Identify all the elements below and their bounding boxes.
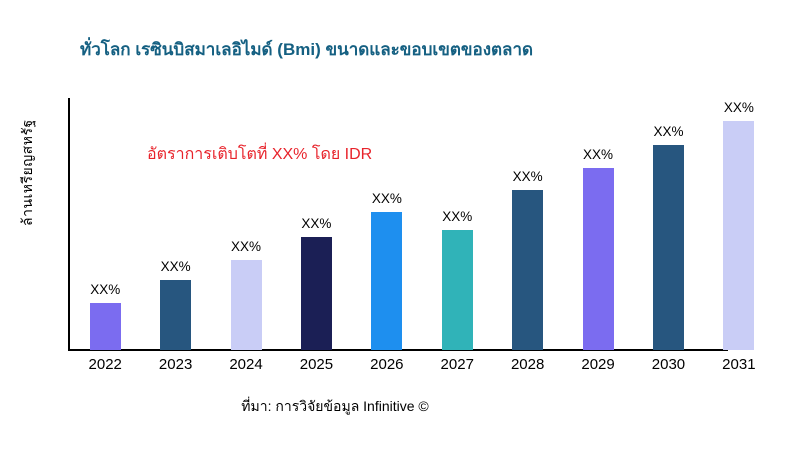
bar-group: XX% [563,100,633,350]
bar [160,280,192,350]
bar-value-label: XX% [442,209,473,224]
plot-area: อัตราการเติบโตที่ XX% โดย IDR XX% XX% XX% X… [68,98,774,351]
bar-group: XX% [422,100,492,350]
growth-rate-annotation: อัตราการเติบโตที่ XX% โดย IDR [147,146,373,163]
x-tick-label: 2028 [510,356,545,373]
bar [371,212,403,350]
bar [441,230,473,350]
bar [230,260,262,350]
bar-group: XX% [211,100,281,350]
bar-group: XX% [140,100,210,350]
bar-value-label: XX% [160,259,191,274]
x-tick-label: 2029 [581,356,615,373]
bar [652,145,684,350]
x-axis-ticks: 2022 2023 2024 2025 2026 2027 2028 2029 2030 2031 [70,356,774,373]
bar-chart: XX% XX% XX% XX% XX% XX% XX% XX% XX% XX% [70,100,774,350]
bar [723,121,755,350]
x-tick-label: 2030 [651,356,686,373]
x-tick-label: 2022 [88,356,122,373]
bar [89,303,121,350]
bar-value-label: XX% [653,124,684,139]
bar-group: XX% [633,100,703,350]
bar-value-label: XX% [583,147,614,162]
x-tick-label: 2024 [229,356,263,373]
bar-value-label: XX% [90,282,121,297]
bar-value-label: XX% [512,169,543,184]
bar-group: XX% [704,100,774,350]
x-tick-label: 2026 [370,356,404,373]
x-tick-label: 2025 [299,356,334,373]
x-axis-line [68,349,729,351]
bar-group: XX% [352,100,422,350]
chart-title: ทั่วโลก เรซินบิสมาเลอิไมด์ (Bmi) ขนาดและ… [80,40,534,59]
x-tick-label: 2031 [722,356,756,373]
bar [512,190,544,350]
y-axis-label: ล้านเหรียญสหรัฐ [19,119,35,227]
x-tick-label: 2027 [440,356,474,373]
bar-group: XX% [281,100,351,350]
bar [582,168,614,350]
bar-value-label: XX% [231,239,262,254]
x-tick-label: 2023 [158,356,193,373]
bar-value-label: XX% [723,100,754,115]
bar-group: XX% [70,100,140,350]
source-note: ที่มา: การวิจัยข้อมูล Infinitive © [241,398,429,414]
bar-value-label: XX% [301,216,332,231]
y-axis-line [68,98,70,350]
bar-value-label: XX% [371,191,402,206]
bar [300,237,332,350]
bar-group: XX% [492,100,562,350]
